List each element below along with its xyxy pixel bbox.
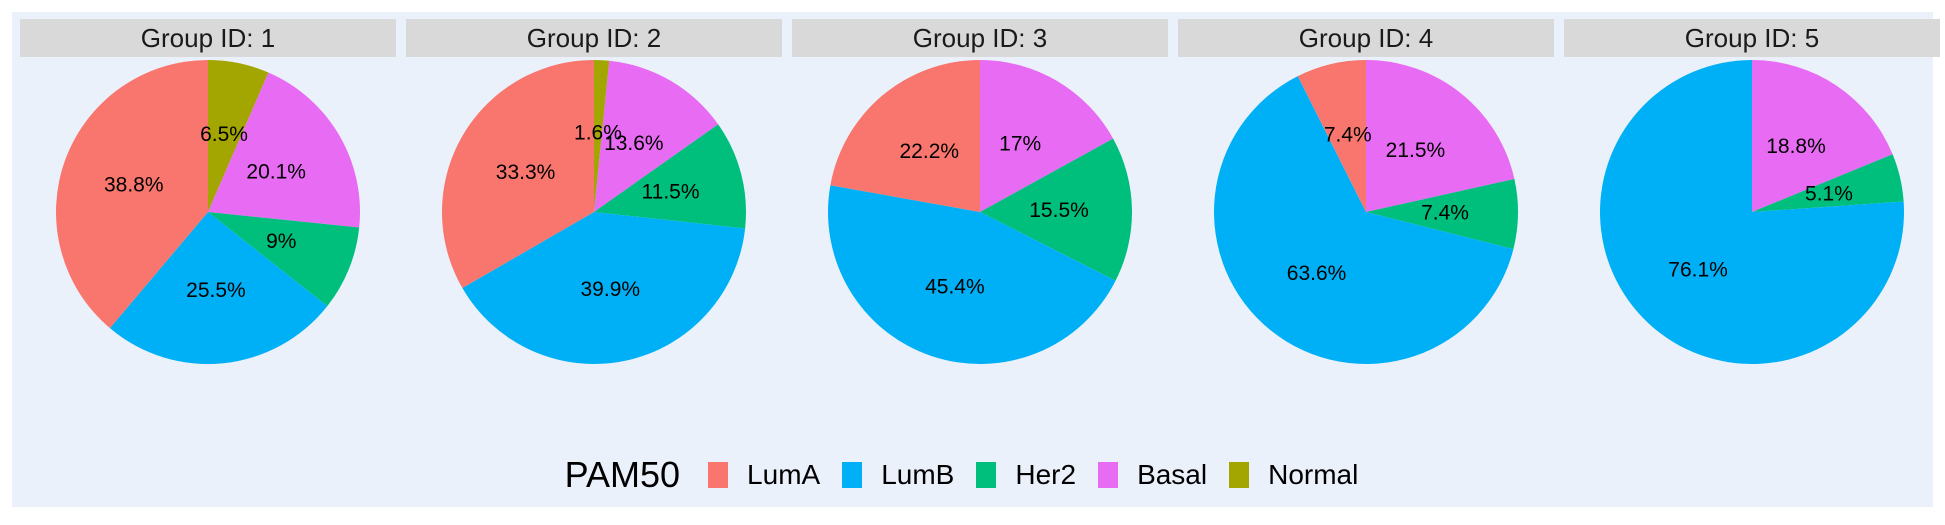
pie-percent-label: 17% [999, 132, 1041, 155]
legend-key [708, 462, 729, 488]
pie-slice-basal [208, 72, 360, 228]
pie-percent-label: 76.1% [1668, 258, 1728, 281]
pie-slice-luma [56, 60, 208, 329]
pie-percent-label: 7.4% [1324, 124, 1372, 147]
pie-slice-lumb [109, 212, 328, 364]
pie-slice-her2 [1752, 154, 1904, 212]
pie-chart: 1.6%13.6% 11.5% 39.9% 33.3% [442, 60, 746, 364]
pie-percent-label: 38.8% [104, 173, 164, 196]
pie-percent-label: 15.5% [1029, 199, 1089, 222]
pie-percent-label: 45.4% [925, 275, 985, 298]
facet-strip-title: Group ID: 4 [1178, 19, 1554, 57]
pie-chart: 18.8% 5.1% 76.1% [1600, 60, 1904, 365]
pie-percent-label: 63.6% [1287, 262, 1347, 285]
legend-item-basal: Basal [1098, 459, 1207, 491]
legend-item-luma: LumA [708, 459, 820, 491]
legend: PAM50 LumA LumB Her2 Basal Normal [12, 450, 1933, 500]
legend-title: PAM50 [564, 454, 681, 495]
facet-group-4: Group ID: 4 21.5% 7.4% 63.6% 7.4% [1178, 19, 1554, 419]
legend-items: LumA LumB Her2 Basal Normal [708, 459, 1380, 491]
pie-slice-her2 [208, 212, 360, 307]
pie-slice-luma [1297, 60, 1366, 212]
pie-percent-label: 6.5% [200, 123, 248, 146]
pie-chart: 6.5% 20.1% 9% 25.5% 38.8% [56, 60, 360, 364]
legend-key [842, 462, 863, 488]
pie-percent-label: 25.5% [186, 279, 246, 302]
pie-slice-lumb [1214, 76, 1514, 365]
legend-label: LumB [881, 459, 955, 490]
facet-group-5: Group ID: 5 18.8% 5.1% 76.1% [1564, 19, 1940, 419]
pie-slice-basal [1752, 60, 1893, 212]
legend-label: Normal [1268, 459, 1359, 490]
pie-percent-label: 21.5% [1386, 139, 1446, 162]
pie-slice-normal [594, 60, 610, 212]
pie-percent-label: 7.4% [1421, 202, 1469, 225]
facet-strip-title: Group ID: 5 [1564, 19, 1940, 57]
legend-label: Her2 [1015, 459, 1077, 490]
legend-key [1229, 462, 1250, 488]
pie-chart: 21.5% 7.4% 63.6% 7.4% [1214, 60, 1518, 365]
pie-slice-basal [980, 60, 1114, 212]
facet-group-3: Group ID: 3 17% 15.5% 45.4% 22.2% [792, 19, 1168, 419]
pie-slice-basal [1366, 60, 1515, 212]
facet-strip-title: Group ID: 3 [792, 19, 1168, 57]
facet-strip-title: Group ID: 2 [406, 19, 782, 57]
legend-item-her2: Her2 [976, 459, 1076, 491]
pie-slice-luma [442, 60, 594, 288]
facet-strip-title: Group ID: 1 [20, 19, 396, 57]
legend-item-normal: Normal [1229, 459, 1358, 491]
pie-slice-normal [208, 60, 269, 212]
legend-key [1098, 462, 1119, 488]
facet-group-1: Group ID: 1 6.5% 20.1% 9% 25.5% 38.8% [20, 19, 396, 419]
pie-slice-lumb [462, 212, 746, 364]
pie-slice-her2 [1366, 179, 1518, 250]
legend-label: LumA [747, 459, 821, 490]
pie-percent-label: 5.1% [1805, 183, 1853, 206]
pie-percent-label: 13.6% [604, 132, 664, 155]
pie-percent-label: 18.8% [1766, 135, 1826, 158]
pie-chart: 17% 15.5% 45.4% 22.2% [828, 60, 1132, 365]
pie-slice-luma [830, 60, 980, 212]
pie-percent-label: 11.5% [642, 181, 700, 204]
pie-slice-her2 [594, 124, 746, 229]
legend-key [976, 462, 997, 488]
pie-slice-basal [594, 60, 719, 212]
pie-percent-label: 39.9% [581, 278, 641, 301]
legend-label: Basal [1137, 459, 1208, 490]
plot-panel: Group ID: 1 6.5% 20.1% 9% 25.5% 38.8% Group ID… [12, 12, 1940, 507]
pie-percent-label: 33.3% [496, 161, 556, 184]
facet-group-2: Group ID: 2 1.6% 13.6% 11.5% 39.9% 33.3% [406, 19, 782, 419]
pie-percent-label: 22.2% [900, 140, 960, 163]
pie-slice-her2 [980, 138, 1132, 281]
pie-slice-lumb [1600, 60, 1904, 365]
legend-item-lumb: LumB [842, 459, 954, 491]
pie-percent-label: 9% [266, 230, 296, 253]
pie-slice-lumb [828, 185, 1116, 365]
pie-percent-label: 1.6% [574, 122, 622, 145]
pie-percent-label: 20.1% [246, 161, 306, 184]
